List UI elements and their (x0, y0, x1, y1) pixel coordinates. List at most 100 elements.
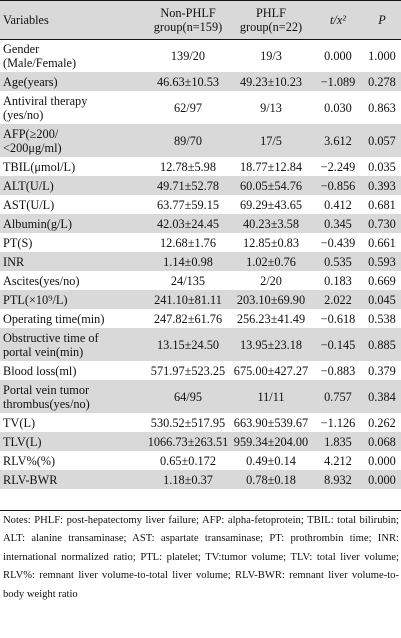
header-phlf-line1: PHLF (229, 6, 313, 20)
p-value: 0.068 (363, 432, 401, 451)
row-label: ALT(U/L) (0, 176, 147, 195)
phlf-value: 0.49±0.14 (229, 451, 313, 470)
row-label: RLV%(%) (0, 451, 147, 470)
row-label-line: AFP(≥200/ (3, 127, 147, 141)
row-label-line: TBIL(μmol/L) (3, 160, 147, 174)
phlf-value: 40.23±3.58 (229, 214, 313, 233)
row-label-line: ALT(U/L) (3, 179, 147, 193)
non-phlf-value: 1066.73±263.51 (147, 432, 229, 451)
header-non-phlf: Non-PHLF group(n=159) (147, 0, 229, 39)
phlf-value: 12.85±0.83 (229, 233, 313, 252)
row-label-line: TLV(L) (3, 435, 147, 449)
phlf-value: 69.29±43.65 (229, 195, 313, 214)
non-phlf-value: 63.77±59.15 (147, 195, 229, 214)
t-value: 0.030 (313, 91, 363, 124)
row-label: Portal vein tumor thrombus(yes/no) (0, 380, 147, 413)
non-phlf-value: 12.78±5.98 (147, 157, 229, 176)
t-value: −1.126 (313, 413, 363, 432)
phlf-value: 959.34±204.00 (229, 432, 313, 451)
t-value: −0.145 (313, 328, 363, 361)
t-value: −0.856 (313, 176, 363, 195)
row-label-line: Obstructive time of (3, 331, 147, 345)
t-value: 8.932 (313, 470, 363, 489)
non-phlf-value: 42.03±24.45 (147, 214, 229, 233)
phlf-value: 1.02±0.76 (229, 252, 313, 271)
t-value: 0.000 (313, 39, 363, 72)
row-label: TV(L) (0, 413, 147, 432)
row-label-line: INR (3, 255, 147, 269)
non-phlf-value: 0.65±0.172 (147, 451, 229, 470)
row-label: Antiviral therapy (yes/no) (0, 91, 147, 124)
phlf-value: 60.05±54.76 (229, 176, 313, 195)
table-row: AST(U/L) 63.77±59.15 69.29±43.65 0.412 0.681 (0, 195, 401, 214)
p-value: 0.885 (363, 328, 401, 361)
p-value: 0.379 (363, 361, 401, 380)
table-row: TBIL(μmol/L) 12.78±5.98 18.77±12.84 −2.249 0… (0, 157, 401, 176)
p-value: 0.538 (363, 309, 401, 328)
non-phlf-value: 241.10±81.11 (147, 290, 229, 309)
table-row: Albumin(g/L) 42.03±24.45 40.23±3.58 0.345 0.… (0, 214, 401, 233)
t-value: −0.883 (313, 361, 363, 380)
non-phlf-value: 247.82±61.76 (147, 309, 229, 328)
header-variables: Variables (0, 0, 147, 39)
phlf-value: 256.23±41.49 (229, 309, 313, 328)
t-value: −0.618 (313, 309, 363, 328)
row-label: Operating time(min) (0, 309, 147, 328)
p-value: 0.730 (363, 214, 401, 233)
table-row: Obstructive time of portal vein(min) 13.15… (0, 328, 401, 361)
row-label-line: (Male/Female) (3, 56, 147, 70)
row-label-line: RLV%(%) (3, 454, 147, 468)
row-label: Ascites(yes/no) (0, 271, 147, 290)
phlf-value: 11/11 (229, 380, 313, 413)
p-value: 0.681 (363, 195, 401, 214)
t-value: 0.757 (313, 380, 363, 413)
t-value: 1.835 (313, 432, 363, 451)
row-label-line: Blood loss(ml) (3, 364, 147, 378)
row-label: INR (0, 252, 147, 271)
row-label: PT(S) (0, 233, 147, 252)
p-value: 0.863 (363, 91, 401, 124)
header-row: Variables Non-PHLF group(n=159) PHLF gro… (0, 0, 401, 39)
t-value: 0.345 (313, 214, 363, 233)
row-label: Age(years) (0, 72, 147, 91)
row-label-line: Albumin(g/L) (3, 217, 147, 231)
header-p-value: P (363, 0, 401, 39)
t-value: −0.439 (313, 233, 363, 252)
phlf-value: 2/20 (229, 271, 313, 290)
t-value: 4.212 (313, 451, 363, 470)
phlf-value: 663.90±539.67 (229, 413, 313, 432)
bottom-rule (0, 510, 401, 511)
table-row: INR 1.14±0.98 1.02±0.76 0.535 0.593 (0, 252, 401, 271)
table-row: Portal vein tumor thrombus(yes/no) 64/95 11… (0, 380, 401, 413)
table-row: PTL(×10⁹/L) 241.10±81.11 203.10±69.90 2.022… (0, 290, 401, 309)
table-row: Operating time(min) 247.82±61.76 256.23±41… (0, 309, 401, 328)
non-phlf-value: 62/97 (147, 91, 229, 124)
table-row: Blood loss(ml) 571.97±523.25 675.00±427.27… (0, 361, 401, 380)
row-label-line: PT(S) (3, 236, 147, 250)
phlf-value: 17/5 (229, 124, 313, 157)
t-value: −2.249 (313, 157, 363, 176)
t-value: 0.535 (313, 252, 363, 271)
row-label: RLV-BWR (0, 470, 147, 489)
phlf-value: 13.95±23.18 (229, 328, 313, 361)
non-phlf-value: 139/20 (147, 39, 229, 72)
row-label-line: TV(L) (3, 416, 147, 430)
table-row: RLV%(%) 0.65±0.172 0.49±0.14 4.212 0.000 (0, 451, 401, 470)
row-label: Obstructive time of portal vein(min) (0, 328, 147, 361)
p-value: 0.035 (363, 157, 401, 176)
phlf-value: 19/3 (229, 39, 313, 72)
row-label-line: Age(years) (3, 75, 147, 89)
non-phlf-value: 530.52±517.95 (147, 413, 229, 432)
row-label-line: thrombus(yes/no) (3, 397, 147, 411)
t-value: 2.022 (313, 290, 363, 309)
row-label-line: RLV-BWR (3, 473, 147, 487)
table-row: ALT(U/L) 49.71±52.78 60.05±54.76 −0.856 0.39… (0, 176, 401, 195)
p-value: 0.593 (363, 252, 401, 271)
p-value: 0.384 (363, 380, 401, 413)
row-label: Blood loss(ml) (0, 361, 147, 380)
non-phlf-value: 1.14±0.98 (147, 252, 229, 271)
p-value: 0.262 (363, 413, 401, 432)
row-label: Gender (Male/Female) (0, 39, 147, 72)
non-phlf-value: 46.63±10.53 (147, 72, 229, 91)
